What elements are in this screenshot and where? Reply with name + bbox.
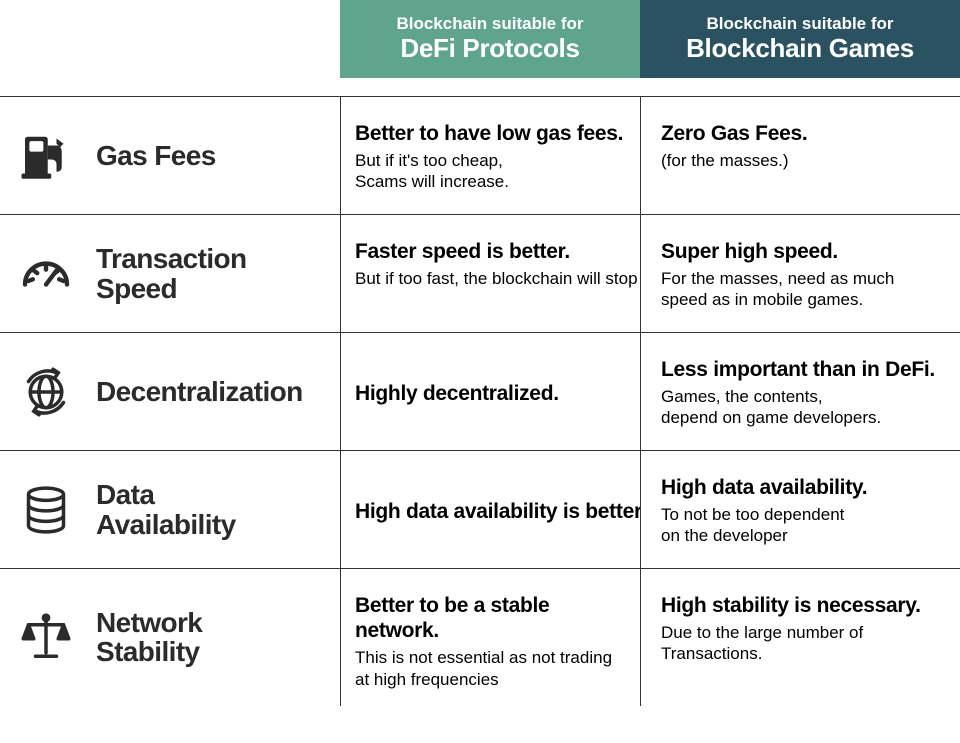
cell-strong: Zero Gas Fees. — [661, 121, 944, 146]
table-row: Data Availability High data availability… — [0, 451, 960, 569]
header-games: Blockchain suitable for Blockchain Games — [640, 0, 960, 78]
database-icon — [14, 481, 78, 539]
cell-defi: High data availability is better. — [340, 451, 640, 568]
gas-pump-icon — [14, 127, 78, 185]
cell-defi: Better to have low gas fees. But if it's… — [340, 97, 640, 214]
header-defi-main: DeFi Protocols — [400, 34, 579, 63]
cell-strong: Super high speed. — [661, 239, 944, 264]
table-row: Transaction Speed Faster speed is better… — [0, 215, 960, 333]
row-label: Gas Fees — [0, 97, 340, 214]
cell-defi: Faster speed is better. But if too fast,… — [340, 215, 640, 332]
cell-strong: Faster speed is better. — [355, 239, 624, 264]
cell-sub: (for the masses.) — [661, 150, 944, 171]
header-defi-sup: Blockchain suitable for — [396, 15, 583, 34]
header-row: Blockchain suitable for DeFi Protocols B… — [0, 0, 960, 78]
table-row: Gas Fees Better to have low gas fees. Bu… — [0, 97, 960, 215]
row-label: Decentralization — [0, 333, 340, 450]
cell-games: Zero Gas Fees. (for the masses.) — [640, 97, 960, 214]
cell-defi: Better to be a stable network. This is n… — [340, 569, 640, 706]
cell-sub: But if it's too cheap, Scams will increa… — [355, 150, 624, 193]
cell-games: High data availability. To not be too de… — [640, 451, 960, 568]
header-empty — [0, 0, 340, 78]
cell-sub: To not be too dependent on the developer — [661, 504, 944, 547]
scales-icon — [14, 608, 78, 666]
cell-strong: Better to be a stable network. — [355, 593, 624, 643]
table-row: Decentralization Highly decentralized. L… — [0, 333, 960, 451]
cell-strong: Highly decentralized. — [355, 381, 559, 406]
cell-games: Super high speed. For the masses, need a… — [640, 215, 960, 332]
cell-strong: Better to have low gas fees. — [355, 121, 624, 146]
cell-sub: Due to the large number of Transactions. — [661, 622, 944, 665]
cell-strong: Less important than in DeFi. — [661, 357, 944, 382]
table-row: Network Stability Better to be a stable … — [0, 569, 960, 706]
row-label-text: Transaction Speed — [96, 244, 247, 303]
cell-strong: High data availability. — [661, 475, 944, 500]
cell-games: High stability is necessary. Due to the … — [640, 569, 960, 706]
header-games-sup: Blockchain suitable for — [706, 15, 893, 34]
row-label: Network Stability — [0, 569, 340, 706]
cell-sub: Games, the contents, depend on game deve… — [661, 386, 944, 429]
row-label-text: Data Availability — [96, 480, 236, 539]
cell-strong: High stability is necessary. — [661, 593, 944, 618]
row-label-text: Gas Fees — [96, 141, 216, 170]
cell-games: Less important than in DeFi. Games, the … — [640, 333, 960, 450]
cell-sub: This is not essential as not trading at … — [355, 647, 624, 690]
row-label: Transaction Speed — [0, 215, 340, 332]
cell-strong: High data availability is better. — [355, 499, 640, 524]
row-label-text: Network Stability — [96, 608, 202, 667]
comparison-table: Blockchain suitable for DeFi Protocols B… — [0, 0, 960, 706]
cell-defi: Highly decentralized. — [340, 333, 640, 450]
row-label-text: Decentralization — [96, 377, 303, 406]
globe-arrows-icon — [14, 363, 78, 421]
cell-sub: But if too fast, the blockchain will sto… — [355, 268, 624, 289]
header-defi: Blockchain suitable for DeFi Protocols — [340, 0, 640, 78]
header-games-main: Blockchain Games — [686, 34, 914, 63]
cell-sub: For the masses, need as much speed as in… — [661, 268, 944, 311]
row-label: Data Availability — [0, 451, 340, 568]
speedometer-icon — [14, 245, 78, 303]
